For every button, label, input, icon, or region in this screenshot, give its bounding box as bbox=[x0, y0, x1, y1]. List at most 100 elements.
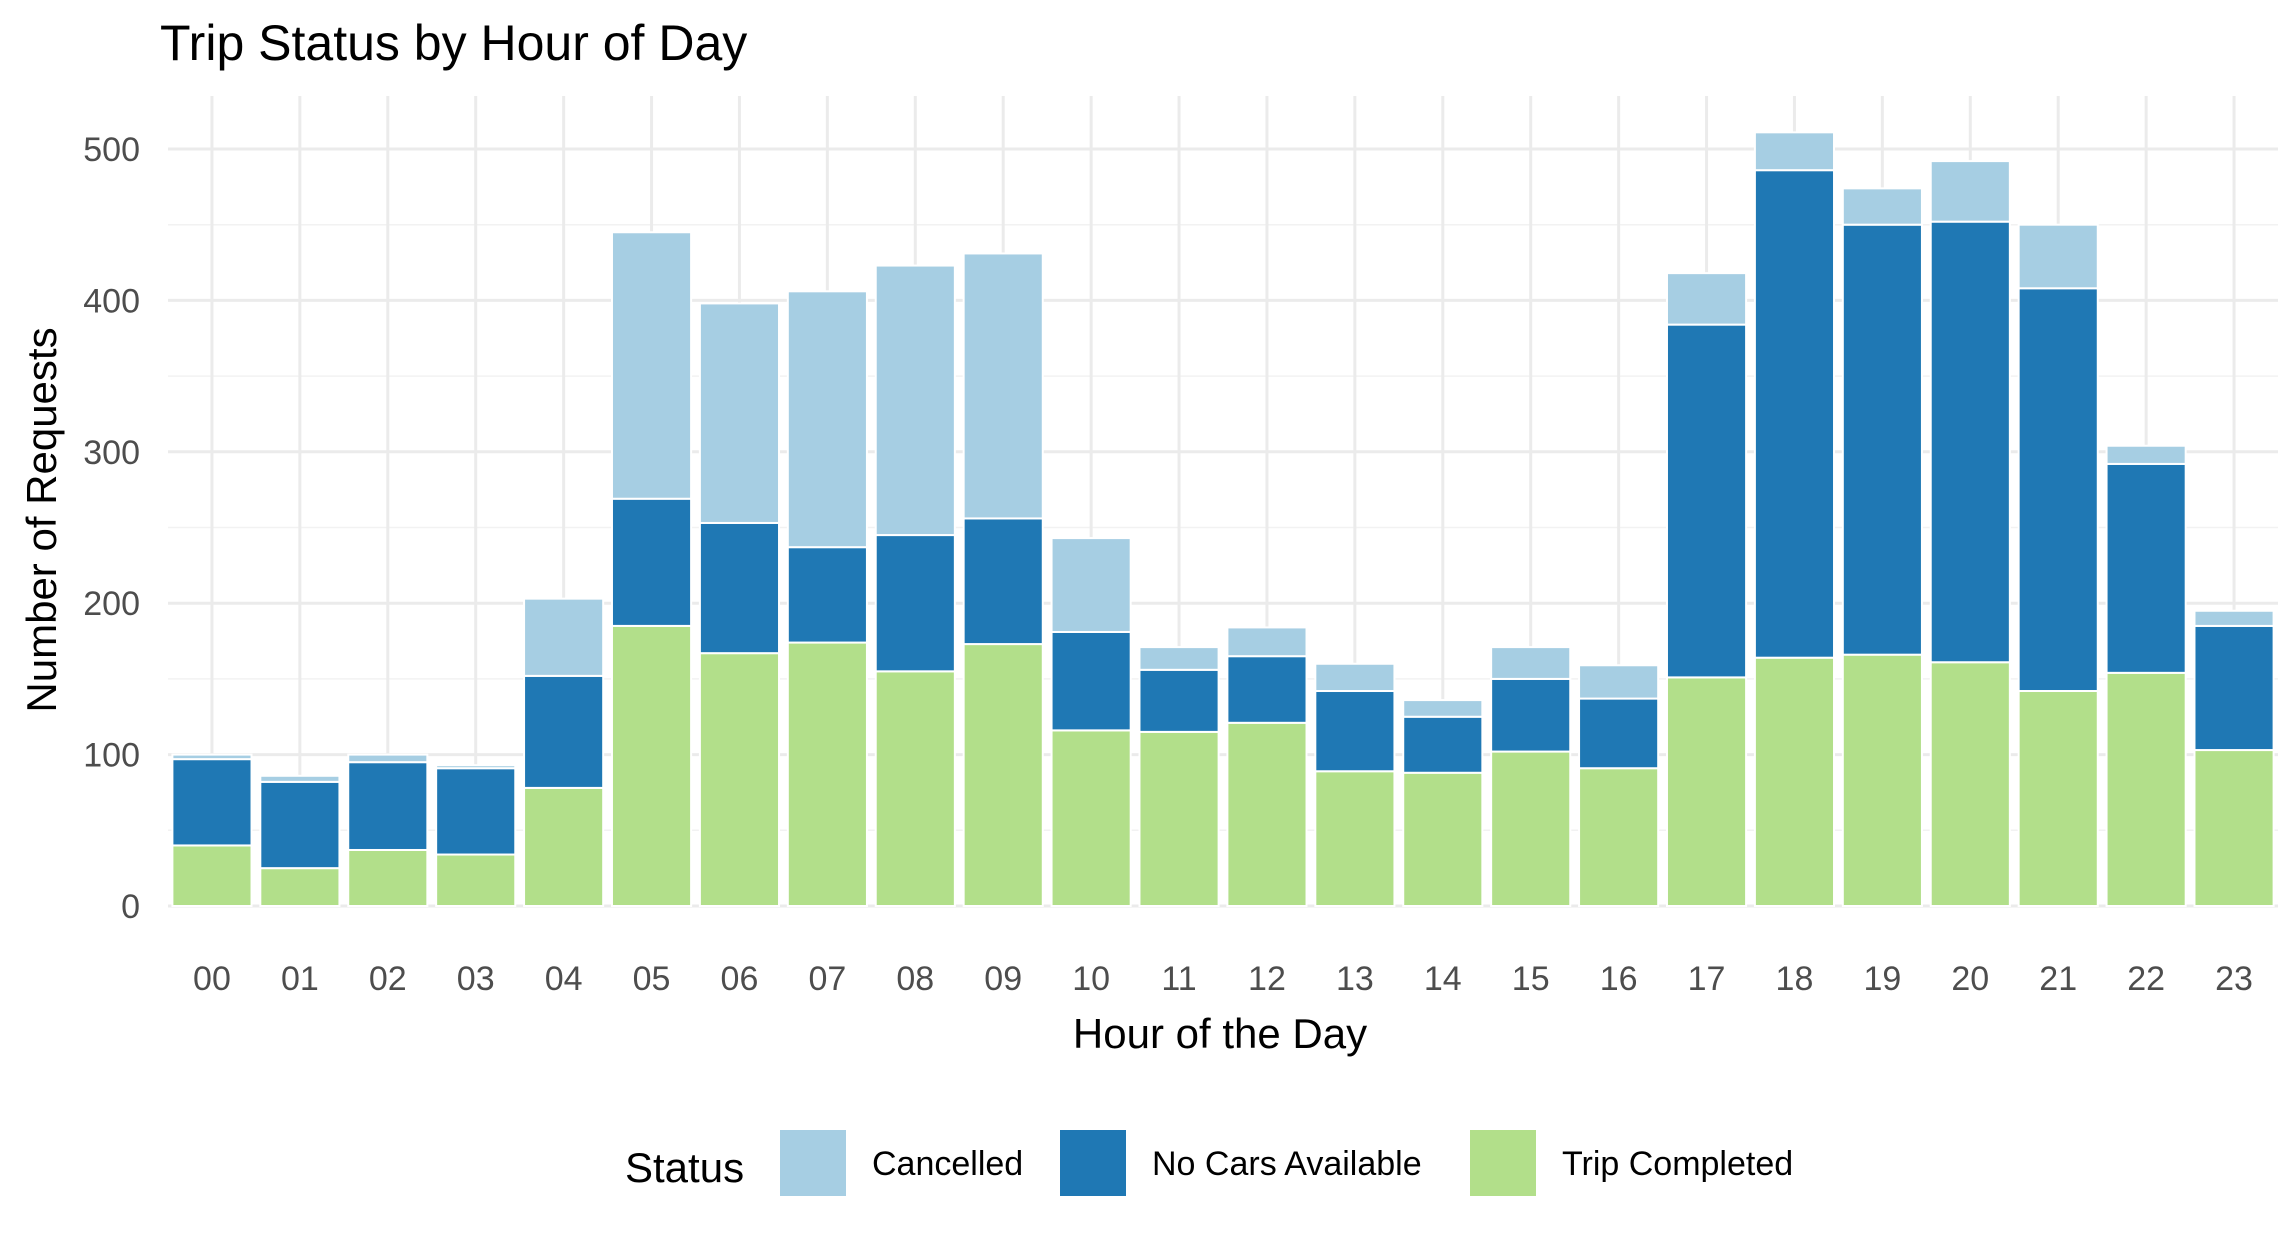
bar-segment bbox=[1226, 655, 1308, 724]
x-tick-label: 03 bbox=[457, 960, 495, 998]
bar-segment bbox=[347, 753, 429, 764]
x-tick-label: 21 bbox=[2039, 960, 2077, 998]
bar-segment bbox=[523, 786, 605, 908]
bar-segment bbox=[1314, 662, 1396, 693]
bar-segment bbox=[1578, 664, 1660, 700]
x-tick-label: 15 bbox=[1512, 960, 1550, 998]
legend-item: Trip Completed bbox=[1470, 1130, 1793, 1196]
legend-swatch bbox=[780, 1130, 846, 1196]
bar-segment bbox=[1665, 676, 1748, 907]
bar-segment bbox=[1138, 668, 1220, 733]
bar-segment bbox=[1138, 646, 1220, 671]
bar-segment bbox=[1402, 699, 1484, 718]
bar-segment bbox=[2017, 223, 2099, 290]
bar-segment bbox=[1665, 272, 1748, 326]
x-tick-label: 05 bbox=[633, 960, 671, 998]
x-tick-label: 22 bbox=[2127, 960, 2165, 998]
legend-label: Cancelled bbox=[872, 1145, 1023, 1183]
bar-segment bbox=[2193, 749, 2275, 908]
y-tick-label: 500 bbox=[83, 131, 140, 169]
bar-segment bbox=[698, 521, 781, 655]
bar-segment bbox=[1665, 323, 1748, 679]
bar-segment bbox=[1578, 697, 1660, 770]
bar-segment bbox=[171, 758, 253, 847]
legend-title: Status bbox=[625, 1144, 744, 1191]
bar-segment bbox=[2193, 609, 2275, 627]
bar-segment bbox=[698, 302, 781, 524]
bar-segment bbox=[347, 761, 429, 851]
legend-label: No Cars Available bbox=[1152, 1145, 1422, 1183]
bar-segment bbox=[1490, 750, 1572, 907]
bar-segment bbox=[610, 624, 693, 907]
bar-segment bbox=[2017, 287, 2099, 693]
x-tick-label: 06 bbox=[721, 960, 759, 998]
x-tick-label: 00 bbox=[193, 960, 231, 998]
x-tick-label: 07 bbox=[808, 960, 846, 998]
y-axis: 0 100 200 300 400 500 bbox=[83, 131, 140, 926]
bar-segment bbox=[171, 753, 253, 761]
x-tick-label: 02 bbox=[369, 960, 407, 998]
bar-segment bbox=[1929, 220, 2011, 664]
x-tick-label: 04 bbox=[545, 960, 583, 998]
bar-segment bbox=[1226, 626, 1308, 658]
bar-segment bbox=[523, 597, 605, 677]
bar-segment bbox=[1050, 729, 1132, 908]
bar-segment bbox=[435, 767, 517, 856]
bar-segment bbox=[786, 290, 868, 549]
bar-segment bbox=[962, 517, 1044, 646]
bar-segment bbox=[874, 670, 956, 907]
x-tick-label: 14 bbox=[1424, 960, 1462, 998]
x-tick-label: 23 bbox=[2215, 960, 2253, 998]
x-tick-label: 20 bbox=[1951, 960, 1989, 998]
bar-segment bbox=[2105, 462, 2187, 674]
bar-segment bbox=[962, 643, 1044, 907]
bar-segment bbox=[1138, 730, 1220, 908]
bar-segment bbox=[786, 641, 868, 907]
bar-segment bbox=[259, 774, 341, 783]
bar-segment bbox=[874, 534, 956, 673]
y-tick-label: 100 bbox=[83, 737, 140, 775]
x-tick-label: 17 bbox=[1688, 960, 1726, 998]
bar-segment bbox=[1402, 715, 1484, 774]
bar-segment bbox=[1753, 656, 1836, 907]
bar-segment bbox=[1841, 187, 1923, 226]
chart-title: Trip Status by Hour of Day bbox=[160, 15, 747, 71]
x-axis: 00 01 02 03 04 05 06 07 08 09 10 11 12 13 14 15 16 17 18 19… bbox=[193, 960, 2253, 998]
bar-segment bbox=[435, 764, 517, 770]
x-axis-title: Hour of the Day bbox=[1073, 1010, 1367, 1057]
y-tick-label: 200 bbox=[83, 585, 140, 623]
bar-segment bbox=[259, 867, 341, 908]
bar-segment bbox=[698, 652, 781, 907]
legend-item: No Cars Available bbox=[1060, 1130, 1422, 1196]
y-tick-label: 400 bbox=[83, 282, 140, 320]
x-tick-label: 19 bbox=[1863, 960, 1901, 998]
bar-segment bbox=[259, 780, 341, 870]
bar-segment bbox=[2105, 671, 2187, 907]
bar-segment bbox=[1753, 169, 1836, 659]
bar-segment bbox=[962, 252, 1044, 520]
bar-segment bbox=[874, 264, 956, 537]
bar-segment bbox=[2193, 624, 2275, 752]
bar-segment bbox=[1314, 770, 1396, 907]
bar-segment bbox=[1050, 537, 1132, 633]
y-tick-label: 0 bbox=[121, 888, 140, 926]
bar-segment bbox=[1490, 646, 1572, 680]
bar-segment bbox=[1402, 771, 1484, 907]
y-axis-title: Number of Requests bbox=[18, 327, 65, 712]
legend-swatch bbox=[1060, 1130, 1126, 1196]
x-tick-label: 13 bbox=[1336, 960, 1374, 998]
legend: Status Cancelled No Cars Available Trip Co… bbox=[625, 1130, 1793, 1196]
bars bbox=[171, 131, 2275, 908]
x-tick-label: 01 bbox=[281, 960, 319, 998]
x-tick-label: 16 bbox=[1600, 960, 1638, 998]
x-tick-label: 18 bbox=[1776, 960, 1814, 998]
x-tick-label: 11 bbox=[1161, 960, 1196, 998]
x-tick-label: 12 bbox=[1248, 960, 1286, 998]
bar-segment bbox=[1929, 160, 2011, 223]
bar-segment bbox=[2105, 444, 2187, 465]
x-tick-label: 08 bbox=[896, 960, 934, 998]
bar-segment bbox=[1314, 690, 1396, 773]
legend-swatch bbox=[1470, 1130, 1536, 1196]
bar-segment bbox=[2017, 690, 2099, 907]
